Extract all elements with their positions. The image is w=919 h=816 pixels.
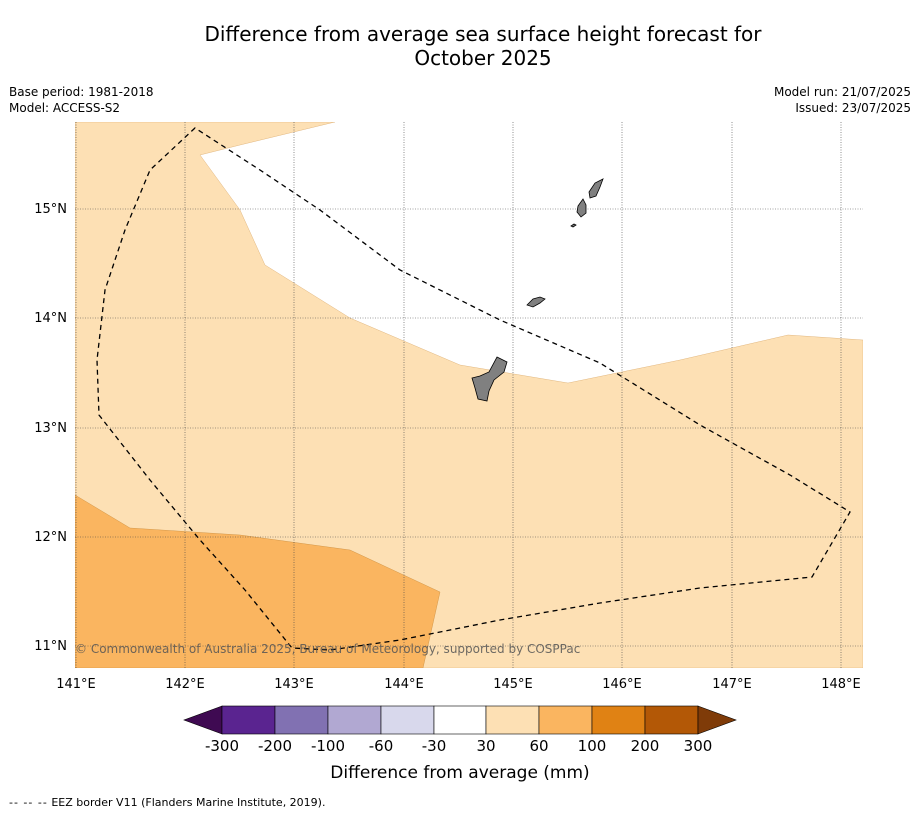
island-tinian — [576, 198, 587, 218]
base-period: Base period: 1981-2018 — [9, 85, 154, 99]
colorbar-tick: 300 — [684, 737, 713, 755]
island-rota — [526, 296, 546, 308]
colorbar-segment — [485, 705, 540, 735]
colorbar-segment — [538, 705, 593, 735]
model-name: Model: ACCESS-S2 — [9, 101, 121, 115]
footnote: -- -- -- EEZ border V11 (Flanders Marine… — [9, 796, 325, 809]
latitude-labels: 15°N 14°N 13°N 12°N 11°N — [34, 202, 67, 654]
lon-label: 148°E — [821, 677, 861, 692]
eez-border — [96, 127, 851, 651]
colorbar-extend-min — [183, 705, 223, 735]
lat-label: 11°N — [34, 639, 67, 654]
lat-label: 15°N — [34, 202, 67, 217]
colorbar-tick: 60 — [529, 737, 548, 755]
chart-title: Difference from average sea surface heig… — [0, 22, 919, 70]
title-line-1: Difference from average sea surface heig… — [204, 22, 762, 46]
lon-label: 144°E — [384, 677, 424, 692]
colorbar-ticks: -300 -200 -100 -60 -30 30 60 100 200 300 — [205, 737, 712, 755]
lon-label: 147°E — [712, 677, 752, 692]
colorbar-tick: -30 — [422, 737, 447, 755]
colorbar-segment — [380, 705, 435, 735]
colorbar: -300 -200 -100 -60 -30 30 60 100 200 300… — [183, 705, 737, 783]
issued-date: Issued: 23/07/2025 — [795, 101, 911, 115]
colorbar-tick: 30 — [476, 737, 495, 755]
colorbar-tick: -100 — [311, 737, 345, 755]
colorbar-segment — [221, 705, 276, 735]
colorbar-tick: -60 — [369, 737, 394, 755]
eez-legend-dash: -- -- -- — [9, 796, 48, 809]
model-run: Model run: 21/07/2025 — [773, 85, 911, 99]
lat-label: 14°N — [34, 311, 67, 326]
colorbar-segment — [274, 705, 329, 735]
eez-legend-text: EEZ border V11 (Flanders Marine Institut… — [51, 796, 326, 809]
colorbar-segment — [327, 705, 382, 735]
island-saipan — [588, 178, 604, 199]
lon-label: 143°E — [274, 677, 314, 692]
colorbar-segment — [433, 705, 487, 735]
colorbar-segment — [591, 705, 646, 735]
lon-label: 142°E — [165, 677, 205, 692]
colorbar-label: Difference from average (mm) — [330, 763, 589, 783]
lon-label: 145°E — [493, 677, 533, 692]
colorbar-tick: 200 — [631, 737, 660, 755]
colorbar-segments — [183, 705, 737, 735]
longitude-labels: 141°E 142°E 143°E 144°E 145°E 146°E 147°… — [56, 677, 861, 692]
lat-label: 13°N — [34, 421, 67, 436]
graticule — [75, 122, 863, 668]
colorbar-tick: 100 — [578, 737, 607, 755]
lat-label: 12°N — [34, 530, 67, 545]
lon-label: 146°E — [602, 677, 642, 692]
colorbar-segment — [644, 705, 699, 735]
copyright-text: © Commonwealth of Australia 2025, Bureau… — [75, 642, 580, 656]
colorbar-extend-max — [697, 705, 737, 735]
title-line-2: October 2025 — [414, 46, 552, 70]
colorbar-tick: -300 — [205, 737, 239, 755]
region-30-60 — [75, 122, 863, 668]
island-aguijan — [570, 223, 577, 228]
meta-left: Base period: 1981-2018 Model: ACCESS-S2 — [9, 84, 154, 116]
map: 15°N 14°N 13°N 12°N 11°N 141°E 142°E 143… — [34, 122, 863, 692]
islands — [471, 178, 604, 402]
island-guam — [471, 356, 508, 402]
meta-right: Model run: 21/07/2025 Issued: 23/07/2025 — [774, 84, 911, 116]
lon-label: 141°E — [56, 677, 96, 692]
colorbar-tick: -200 — [258, 737, 292, 755]
region-60-100 — [75, 494, 441, 668]
